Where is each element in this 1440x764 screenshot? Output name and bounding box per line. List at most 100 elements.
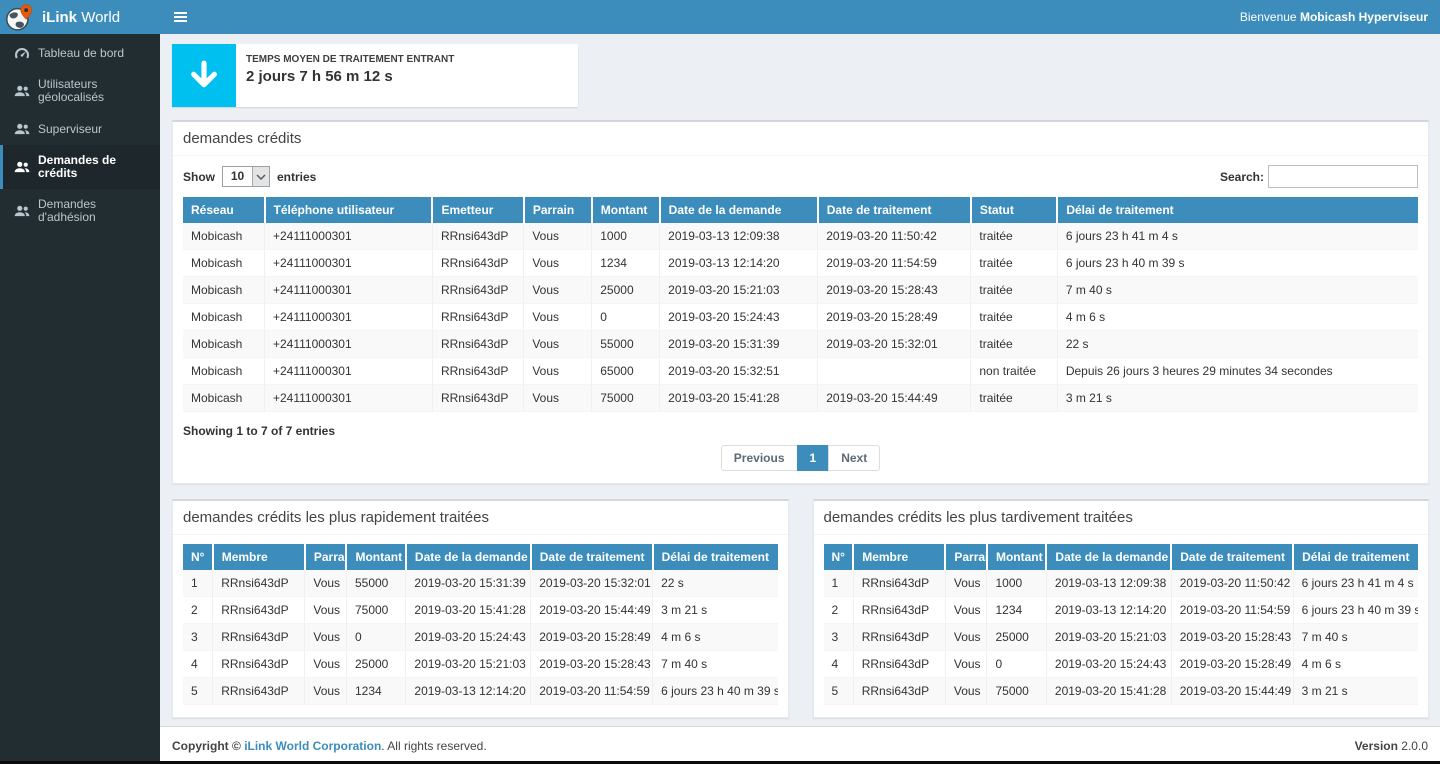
table-row: 1 RRnsi643dP Vous 1000 2019-03-13 12:09:38 20… [823,570,1418,597]
page-1-button[interactable]: 1 [796,445,830,471]
company-link[interactable]: iLink World Corporation [244,738,382,753]
column-header-statut[interactable]: Statut [969,197,1058,223]
footer: Copyright © iLink World Corporation. All… [160,726,1440,764]
table-cell: RRnsi643dP [432,303,525,331]
table-cell: 2019-03-20 15:41:28 [405,596,532,624]
column-header-delai[interactable]: Délai de traitement [1056,197,1418,223]
table-row: Mobicash +24111000301 RRnsi643dP Vous 25000 2… [183,276,1418,304]
table-cell: Vous [304,677,347,705]
table-search: Search: [1220,165,1418,188]
table-cell: 2019-03-13 12:09:38 [659,223,819,250]
table-cell: 4 m 6 s [652,623,778,651]
table-cell: RRnsi643dP [212,570,306,597]
table-row: 2 RRnsi643dP Vous 1234 2019-03-13 12:14:20 20… [823,596,1418,624]
credit-requests-panel: demandes crédits Show 10 entries [172,120,1429,484]
panel-body: N° Membre Parrain Montant Date de la dem… [814,535,1429,717]
table-cell: 2019-03-20 15:44:49 [817,384,972,412]
table-cell: 1234 [591,249,661,277]
table-cell: 55000 [591,330,661,358]
dashboard-icon [14,46,30,60]
users-icon [14,84,30,98]
table-cell: Mobicash [183,384,265,412]
stats-label: TEMPS MOYEN DE TRAITEMENT ENTRANT [246,54,455,65]
table-cell: 6 jours 23 h 41 m 4 s [1057,223,1418,250]
table-cell: 1000 [591,223,661,250]
column-header-parrain[interactable]: Parrain [522,197,592,223]
sidebar-item-label: Demandes de crédits [38,153,117,180]
table-cell: 4 m 6 s [1293,650,1418,678]
users-icon [14,160,30,174]
table-cell: 1 [823,570,854,597]
table-cell: 2019-03-20 15:24:43 [659,303,819,331]
column-header-date-traitement[interactable]: Date de traitement [816,197,971,223]
table-cell: 3 [823,623,854,651]
column-header-parrain: Parrain [303,544,347,570]
table-row: Mobicash +24111000301 RRnsi643dP Vous 65000 2… [183,357,1418,385]
table-cell: Vous [945,623,988,651]
hamburger-menu-icon[interactable] [172,8,189,26]
bottom-edge [0,761,1440,764]
sidebar-item-superviseur[interactable]: Superviseur [0,113,160,145]
page-length-select[interactable]: 10 [222,166,270,187]
table-cell: Mobicash [183,249,265,277]
table-cell: +24111000301 [264,303,433,331]
slowest-processed-panel: demandes crédits les plus tardivement tr… [812,499,1429,718]
table-cell: 2019-03-20 15:32:01 [530,570,654,597]
page-length-control: Show 10 entries [183,166,316,187]
copyright-text: Copyright © iLink World Corporation. All… [172,738,487,753]
table-cell: 0 [346,623,407,651]
table-cell: Vous [945,570,988,597]
column-header-montant: Montant [345,544,406,570]
panel-title: demandes crédits les plus rapidement tra… [173,501,788,535]
table-cell: 75000 [346,596,407,624]
column-header-telephone[interactable]: Téléphone utilisateur [263,197,433,223]
sidebar-item-label: Superviseur [38,121,103,136]
sidebar-item-tableau-de-bord[interactable]: Tableau de bord [0,37,160,69]
table-cell: RRnsi643dP [212,596,306,624]
search-input[interactable] [1268,165,1418,188]
table-cell: non traitée [970,357,1058,385]
table-header-row: N° Membre Parrain Montant Date de la dem… [183,544,778,570]
table-cell: 1234 [346,677,407,705]
column-header-emetteur[interactable]: Emetteur [431,197,524,223]
table-cell: 3 m 21 s [652,596,778,624]
column-header-date-demande[interactable]: Date de la demande [658,197,818,223]
table-cell: 55000 [346,570,407,597]
fastest-processed-table: N° Membre Parrain Montant Date de la dem… [183,544,778,705]
table-cell: 2019-03-20 15:32:51 [659,357,819,385]
arrow-down-icon [172,44,236,107]
sidebar-item-demandes-de-credits[interactable]: Demandes de crédits [0,145,160,189]
table-cell: 2019-03-20 15:21:03 [405,650,532,678]
table-cell: Vous [523,276,593,304]
previous-page-button[interactable]: Previous [720,445,798,471]
table-body: Mobicash +24111000301 RRnsi643dP Vous 1000 20… [183,223,1418,412]
column-header-montant[interactable]: Montant [590,197,660,223]
table-row: Mobicash +24111000301 RRnsi643dP Vous 75000 2… [183,384,1418,412]
table-cell: 4 [823,650,854,678]
sidebar-item-demandes-adhesion[interactable]: Demandes d'adhésion [0,189,160,233]
table-cell: traitée [970,223,1058,250]
table-cell: RRnsi643dP [432,249,525,277]
table-cell: Vous [304,623,347,651]
table-row: 5 RRnsi643dP Vous 1234 2019-03-13 12:14:20 20… [183,677,778,705]
table-info: Showing 1 to 7 of 7 entries [183,424,336,438]
table-cell: traitée [970,384,1058,412]
table-cell: Vous [945,677,988,705]
column-header-reseau[interactable]: Réseau [183,197,265,223]
table-cell: Vous [523,303,593,331]
next-page-button[interactable]: Next [828,445,881,471]
logo[interactable]: iLink World [0,0,160,34]
bottom-panels-row: demandes crédits les plus rapidement tra… [172,499,1429,726]
column-header-date-demande: Date de la demande [1045,544,1172,570]
table-cell: 2019-03-20 15:28:49 [1171,650,1294,678]
table-cell: 2019-03-20 15:24:43 [1046,650,1172,678]
table-cell: 75000 [986,677,1047,705]
table-cell: 2019-03-20 15:28:49 [817,303,972,331]
table-cell: Vous [945,596,988,624]
table-cell: 7 m 40 s [1057,276,1418,304]
main-area: Bienvenue Mobicash Hyperviseur TEMPS MOY… [160,0,1440,764]
table-row: 3 RRnsi643dP Vous 0 2019-03-20 15:24:43 2019-… [183,623,778,651]
entries-label: entries [277,169,317,184]
sidebar-item-utilisateurs-geolocalises[interactable]: Utilisateurs géolocalisés [0,69,160,113]
table-cell: Vous [523,223,593,250]
